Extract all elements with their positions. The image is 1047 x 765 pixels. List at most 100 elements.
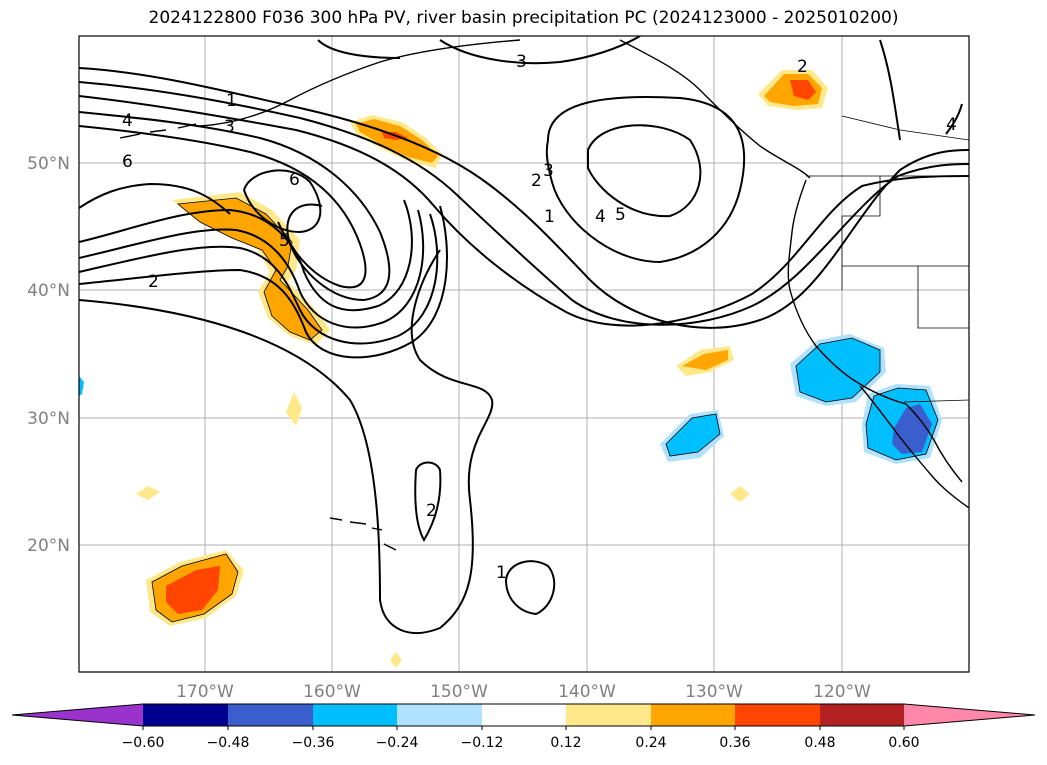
- colorbar-segment: [228, 704, 313, 726]
- colorbar-segment: [313, 704, 397, 726]
- pv-contour-1-south: [504, 560, 556, 616]
- coastline-us-west: [787, 179, 907, 405]
- pv-contour-6-ring: [242, 169, 322, 234]
- pv-contour-ridge-inner: [587, 124, 702, 218]
- colorbar-tick-label: 0.12: [550, 735, 581, 751]
- colorbar-segment-extend-low: [12, 704, 143, 726]
- outline-neg-b: [795, 337, 881, 403]
- coastlines: [119, 39, 969, 551]
- colorbar-segment-extend-high: [904, 704, 1035, 726]
- precip-blob-gulf-core: [356, 119, 438, 163]
- contour-label: 6: [122, 152, 133, 172]
- contour-label: 1: [496, 563, 507, 583]
- colorbar-tick-label: 0.24: [635, 735, 666, 751]
- contour-label: 5: [279, 231, 290, 251]
- lat-label-40n: 40°N: [27, 281, 70, 301]
- colorbar-tick-label: −0.36: [292, 735, 335, 751]
- pv-contour-west-c: [79, 213, 439, 345]
- pv-contour-ridge-outer: [545, 95, 746, 264]
- coastline-alaska: [199, 39, 521, 127]
- outline-subtropic: [151, 553, 239, 623]
- contour-label: 1: [544, 207, 555, 227]
- coastline-mainland-mexico: [905, 403, 963, 483]
- precip-spot-e-core: [682, 350, 728, 370]
- lon-label-150w: 150°W: [430, 682, 488, 702]
- lon-label-160w: 160°W: [303, 682, 361, 702]
- colorbar-segment: [397, 704, 482, 726]
- lon-label-170w: 170°W: [176, 682, 234, 702]
- pv-contour-2-west: [79, 205, 448, 359]
- colorbar-segment: [143, 704, 228, 726]
- contour-label: 2: [148, 272, 159, 292]
- coastline-baja: [859, 385, 969, 509]
- colorbar-tick-label: −0.48: [207, 735, 250, 751]
- lat-label-20n: 20°N: [27, 536, 70, 556]
- pv-contour-top-a: [439, 36, 641, 65]
- pv-contour-3-ne: [879, 39, 901, 141]
- colorbar-tick-label: −0.24: [376, 735, 419, 751]
- colorbar-segment: [735, 704, 820, 726]
- pv-contour-1-trough: [79, 249, 494, 634]
- coastline-bc: [619, 39, 811, 179]
- contour-label: 3: [516, 52, 527, 72]
- precip-blob-subtropic-peak: [166, 566, 220, 614]
- precip-blob-north-pacific-core: [178, 198, 322, 340]
- lat-label-50n: 50°N: [27, 154, 70, 174]
- political-borders: [806, 115, 969, 403]
- pv-contour-2-north: [79, 81, 969, 326]
- precip-spot-a: [286, 392, 302, 426]
- pv-contour-top-b: [317, 39, 401, 59]
- pv-contour-2-south: [414, 461, 442, 542]
- latitude-labels: 50°N 40°N 30°N 20°N: [27, 154, 70, 556]
- colorbar-tick-label: 0.48: [804, 735, 835, 751]
- colorbar-tick-label: −0.60: [122, 735, 165, 751]
- precip-spot-b: [136, 486, 160, 500]
- lon-label-120w: 120°W: [813, 682, 871, 702]
- colorbar-tick-label: 0.36: [719, 735, 750, 751]
- coastline-hawaii: [329, 517, 397, 551]
- precip-spot-c: [390, 652, 402, 668]
- outline-neg-c: [865, 387, 939, 461]
- pv-contour-4-ne: [945, 103, 963, 135]
- lon-label-140w: 140°W: [558, 682, 616, 702]
- colorbar-ticks: [142, 726, 905, 730]
- colorbar-tick-label: 0.60: [888, 735, 919, 751]
- contour-label: 2: [531, 171, 542, 191]
- precip-neg-a-core: [666, 414, 720, 456]
- contour-label: 4: [595, 207, 606, 227]
- lon-label-130w: 130°W: [685, 682, 743, 702]
- precip-neg-b-core: [796, 338, 880, 402]
- contour-label: 2: [426, 501, 437, 521]
- pv-contour-west-a: [79, 199, 413, 312]
- shading-outlines: [151, 197, 939, 623]
- colorbar-segment: [566, 704, 651, 726]
- contour-labels: 1 3 4 6 6 5 2 3 3 2 1 4 5 2 4 2 1: [122, 52, 957, 583]
- colorbar-tick-label: −0.12: [461, 735, 504, 751]
- contour-label: 1: [226, 91, 237, 111]
- colorbar-segment: [482, 704, 566, 726]
- longitude-labels: 170°W 160°W 150°W 140°W 130°W 120°W: [176, 682, 871, 702]
- colorbar-segment: [820, 704, 904, 726]
- contour-label: 3: [543, 161, 554, 181]
- outline-neg-a: [665, 413, 721, 457]
- contour-label: 4: [122, 111, 133, 131]
- contour-label: 5: [615, 205, 626, 225]
- pv-contour-5: [79, 125, 367, 289]
- precip-neg-c-peak: [892, 404, 932, 454]
- colorbar-segment: [651, 704, 735, 726]
- pv-contours: [79, 36, 969, 634]
- pv-contour-west-b: [79, 209, 425, 329]
- precip-spot-d: [730, 486, 750, 502]
- map-title: 2024122800 F036 300 hPa PV, river basin …: [148, 8, 899, 28]
- contour-label: 2: [797, 57, 808, 77]
- pv-contour-3-north: [79, 95, 969, 327]
- lat-label-30n: 30°N: [27, 409, 70, 429]
- coastline-aleutians: [119, 123, 197, 139]
- contour-label: 4: [946, 115, 957, 135]
- outline-north-pacific: [177, 197, 323, 341]
- border-states-b: [841, 115, 969, 290]
- contour-label: 6: [289, 170, 300, 190]
- pv-contour-1-north: [79, 67, 969, 329]
- map-frame: [78, 35, 970, 673]
